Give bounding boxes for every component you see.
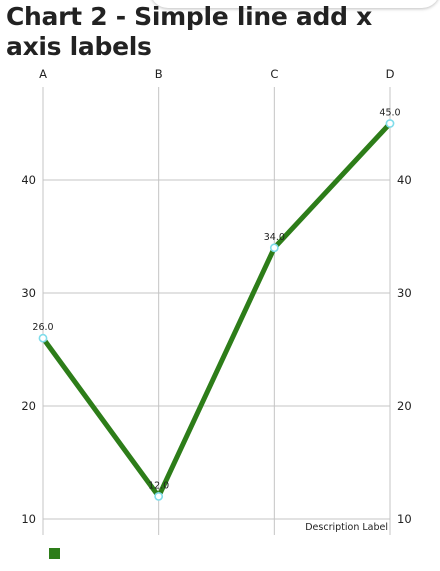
chart-labels: A B C D 10 10 20 20 30 30 40 40 26.0 12.0 34.0 45.0 Desc… (21, 67, 412, 559)
data-label: 26.0 (32, 322, 53, 333)
chart-title: Chart 2 - Simple line add x axis labels (6, 2, 372, 61)
data-points (38, 119, 395, 501)
y-tick-label-right: 10 (397, 512, 412, 526)
series-lines (40, 121, 393, 499)
data-label: 45.0 (379, 108, 400, 119)
data-label: 12.0 (148, 480, 169, 491)
y-tick-label-right: 40 (397, 173, 412, 187)
y-tick-label-left: 30 (21, 286, 36, 300)
x-tick-label: C (270, 67, 278, 81)
x-tick-label: D (386, 67, 395, 81)
y-tick-label-left: 10 (21, 512, 36, 526)
data-point (38, 333, 48, 343)
series-line (40, 121, 393, 499)
x-tick-label: B (155, 67, 163, 81)
x-tick-label: A (39, 67, 47, 81)
y-tick-label-left: 20 (21, 399, 36, 413)
y-tick-label-left: 40 (21, 173, 36, 187)
data-point (269, 243, 279, 253)
description-label: Description Label (305, 522, 388, 533)
y-tick-label-right: 30 (397, 286, 412, 300)
grid-lines (42, 87, 391, 535)
y-tick-label-right: 20 (397, 399, 412, 413)
data-point (385, 119, 395, 128)
legend-swatch (49, 548, 60, 559)
data-label: 34.0 (264, 232, 285, 243)
data-point (154, 491, 164, 501)
top-card-edge (150, 0, 440, 8)
